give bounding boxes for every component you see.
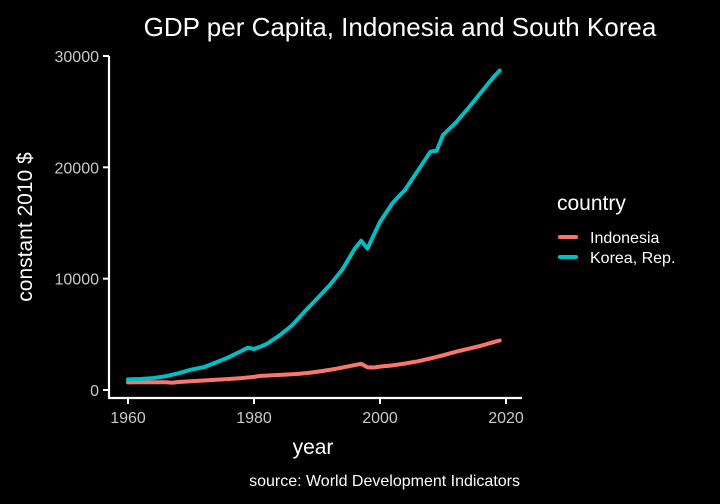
series-layer (126, 68, 502, 385)
y-axis-title: constant 2010 $ (14, 152, 37, 302)
x-tick-label: 2020 (488, 410, 524, 427)
y-tick-label: 10000 (55, 272, 100, 289)
legend-label-korea-rep: Korea, Rep. (590, 250, 675, 267)
chart-title: GDP per Capita, Indonesia and South Kore… (144, 12, 657, 42)
x-axis-title: year (293, 436, 334, 459)
series-line-indonesia (126, 338, 502, 385)
source-caption: source: World Development Indicators (249, 473, 520, 490)
y-tick-label: 30000 (55, 49, 100, 66)
legend-label-indonesia: Indonesia (590, 230, 659, 247)
series-line-korea-rep (126, 68, 502, 382)
y-tick-label: 20000 (55, 160, 100, 177)
plot-area (107, 56, 522, 400)
x-tick-label: 2000 (362, 410, 398, 427)
legend: country Indonesia Korea, Rep. (557, 192, 675, 267)
legend-items: Indonesia Korea, Rep. (558, 230, 675, 267)
x-tick-label: 1960 (110, 410, 146, 427)
y-tick-label: 0 (90, 383, 99, 400)
y-axis-ticks: 0 10000 20000 30000 (55, 49, 109, 400)
x-axis-ticks: 1960 1980 2000 2020 (110, 398, 524, 427)
x-tick-label: 1980 (236, 410, 272, 427)
legend-title: country (557, 192, 626, 215)
